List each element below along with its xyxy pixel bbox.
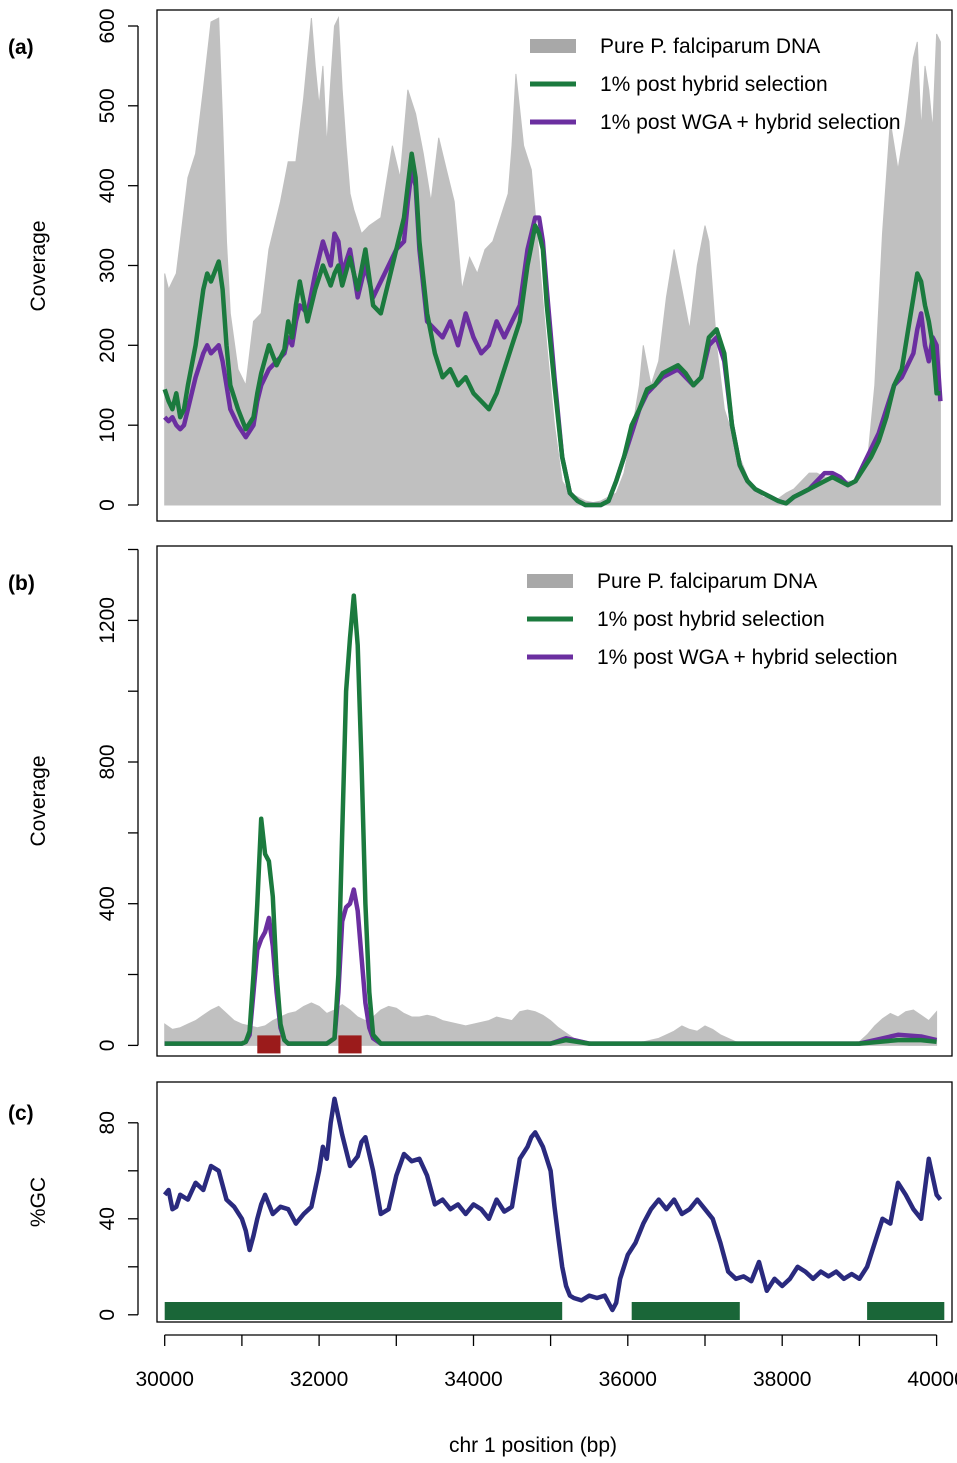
panel-c-y-tick-label: 80 bbox=[96, 1111, 119, 1134]
panel-c-series-gc-content bbox=[162, 1096, 943, 1313]
panel-b-y-tick-label: 800 bbox=[96, 744, 119, 779]
legend-label: 1% post WGA + hybrid selection bbox=[600, 111, 901, 134]
probe-region-1 bbox=[257, 1035, 281, 1054]
legend-label: 1% post hybrid selection bbox=[600, 73, 828, 96]
panel-a-label: (a) bbox=[8, 36, 34, 59]
x-tick-label: 32000 bbox=[290, 1368, 348, 1391]
panel-a-y-tick-label: 200 bbox=[96, 328, 119, 363]
panel-b: (b) 0 400 800 1200 Coverage Pure P. falcipa… bbox=[8, 545, 953, 1057]
panel-a-plot bbox=[162, 16, 943, 508]
panel-a-y-tick-label: 0 bbox=[96, 499, 119, 511]
panel-a-legend: Pure P. falciparum DNA 1% post hybrid sel… bbox=[530, 35, 901, 134]
probe-region-2 bbox=[338, 1035, 362, 1054]
panel-c-frame bbox=[156, 1081, 953, 1323]
panel-b-y-tick-label: 1200 bbox=[96, 597, 119, 644]
panel-a-frame bbox=[156, 9, 953, 522]
panel-c-y-axis-title: %GC bbox=[27, 1177, 50, 1227]
gc-segment-2 bbox=[631, 1302, 740, 1320]
panel-a-y-tick-label: 500 bbox=[96, 88, 119, 123]
panel-c-plot bbox=[162, 1096, 945, 1320]
panel-a-y-tick-label: 100 bbox=[96, 408, 119, 443]
panel-b-legend: Pure P. falciparum DNA 1% post hybrid sel… bbox=[527, 570, 898, 669]
panel-a-y-axis-title: Coverage bbox=[27, 220, 50, 311]
x-tick-label: 30000 bbox=[135, 1368, 193, 1391]
x-axis: 30000 32000 34000 36000 38000 40000 bbox=[135, 1334, 957, 1391]
panel-b-y-tick-label: 400 bbox=[96, 886, 119, 921]
panel-c-y-axis: 0 40 80 bbox=[96, 1111, 139, 1321]
panel-a: (a) 0 100 200 300 400 500 600 Coverage Pure P.… bbox=[8, 8, 953, 522]
panel-a-y-tick-label: 400 bbox=[96, 168, 119, 203]
panel-a-series-1-post-hybrid-selection bbox=[162, 151, 941, 508]
panel-a-y-axis: 0 100 200 300 400 500 600 bbox=[96, 8, 139, 511]
panel-b-plot bbox=[164, 593, 938, 1054]
panel-a-y-tick-label: 600 bbox=[96, 8, 119, 43]
panel-c-label: (c) bbox=[8, 1102, 34, 1125]
x-tick-label: 36000 bbox=[599, 1368, 657, 1391]
legend-label: Pure P. falciparum DNA bbox=[597, 570, 817, 593]
panel-b-y-axis: 0 400 800 1200 bbox=[96, 548, 139, 1052]
panel-b-y-tick-label: 0 bbox=[96, 1040, 119, 1052]
legend-label: Pure P. falciparum DNA bbox=[600, 35, 820, 58]
legend-label: 1% post hybrid selection bbox=[597, 608, 825, 631]
x-tick-label: 34000 bbox=[444, 1368, 502, 1391]
panel-a-y-tick-label: 300 bbox=[96, 248, 119, 283]
panel-b-y-axis-title: Coverage bbox=[27, 755, 50, 846]
panel-b-frame bbox=[156, 545, 953, 1057]
panel-b-label: (b) bbox=[8, 572, 35, 595]
panel-c-y-tick-label: 40 bbox=[96, 1207, 119, 1230]
gc-segment-1 bbox=[164, 1302, 563, 1320]
x-axis-title: chr 1 position (bp) bbox=[449, 1434, 617, 1457]
x-tick-label: 40000 bbox=[907, 1368, 957, 1391]
panel-c: (c) 0 40 80 %GC 30000 32000 34000 36000 38000 4… bbox=[8, 1081, 957, 1391]
panel-c-y-tick-label: 0 bbox=[96, 1309, 119, 1321]
panel-b-series-1-post-hybrid-selection bbox=[164, 593, 937, 1046]
x-tick-label: 38000 bbox=[753, 1368, 811, 1391]
gc-segment-3 bbox=[867, 1302, 945, 1320]
legend-label: 1% post WGA + hybrid selection bbox=[597, 646, 898, 669]
panel-a-series-1-post-wga-hybrid-selection bbox=[163, 167, 943, 508]
